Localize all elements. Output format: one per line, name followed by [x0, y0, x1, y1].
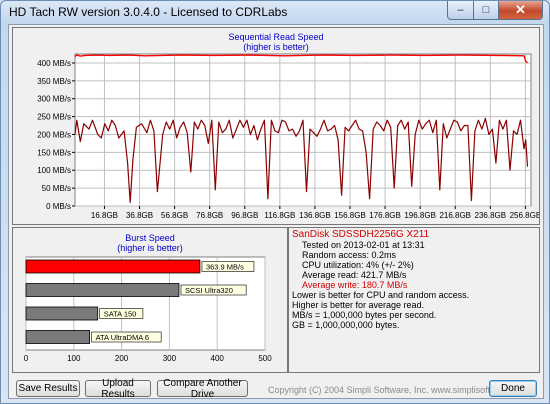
cpu-utilization: CPU utilization: 4% (+/- 2%) — [302, 260, 414, 270]
x-tick-label: 176.8GB — [369, 211, 401, 220]
x-tick-label: 216.8GB — [439, 211, 471, 220]
x-tick-label: 36.8GB — [126, 211, 153, 220]
burst-x-tick-label: 100 — [67, 354, 81, 363]
burst-x-tick-label: 200 — [115, 354, 129, 363]
result-notes: Lower is better for CPU and random acces… — [292, 290, 469, 330]
x-tick-label: 76.8GB — [196, 211, 223, 220]
y-tick-label: 250 MB/s — [37, 113, 71, 122]
burst-bar-label: 363.9 MB/s — [206, 263, 244, 272]
y-tick-label: 50 MB/s — [42, 184, 71, 193]
results-panel: SanDisk SDSSDH2256G X211 Tested on 2013-… — [288, 227, 540, 373]
y-tick-label: 0 MB/s — [46, 202, 71, 211]
y-tick-label: 350 MB/s — [37, 77, 71, 86]
x-tick-label: 56.8GB — [161, 211, 188, 220]
y-tick-label: 400 MB/s — [37, 59, 71, 68]
maximize-button[interactable]: □ — [474, 1, 499, 20]
compare-another-drive-button[interactable]: Compare Another Drive — [157, 378, 248, 400]
burst-x-tick-label: 300 — [163, 354, 177, 363]
burst-bar — [25, 259, 201, 274]
burst-speed-panel: Burst Speed (higher is better) 0 100 200 30… — [12, 227, 288, 373]
burst-chart: 0 100 200 300 400 500 363.9 MB/s SCSI Ultra320 S… — [24, 256, 272, 363]
drive-name: SanDisk SDSSDH2256G X211 — [292, 229, 430, 240]
average-read: Average read: 421.7 MB/s — [302, 270, 407, 280]
sequential-chart-title: Sequential Read Speed — [228, 32, 324, 42]
client-area: Sequential Read Speed (higher is better)… — [8, 24, 544, 400]
x-tick-label: 256.8GB — [510, 211, 539, 220]
x-tick-label: 16.8GB — [91, 211, 118, 220]
burst-x-tick-label: 0 — [24, 354, 29, 363]
burst-bar-label-box — [201, 261, 255, 272]
x-tick-label: 96.8GB — [231, 211, 258, 220]
write-speed-line — [74, 117, 529, 203]
tested-on: Tested on 2013-02-01 at 13:31 — [302, 240, 425, 250]
random-access: Random access: 0.2ms — [302, 250, 397, 260]
note-lower-better: Lower is better for CPU and random acces… — [292, 290, 470, 300]
save-results-button[interactable]: Save Results — [16, 380, 80, 397]
burst-bar-label-box — [180, 284, 247, 296]
x-tick-label: 116.8GB — [264, 211, 295, 220]
done-button[interactable]: Done — [489, 380, 537, 397]
close-button[interactable]: ✕ — [499, 1, 543, 20]
result-stats: Tested on 2013-02-01 at 13:31 Random acc… — [302, 240, 425, 290]
burst-bar-label: SCSI Ultra320 — [185, 286, 233, 295]
burst-x-tick-label: 500 — [258, 354, 272, 363]
note-higher-better: Higher is better for average read. — [292, 300, 425, 310]
note-gb-definition: GB = 1,000,000,000 bytes. — [292, 320, 400, 330]
minimize-icon: – — [457, 4, 464, 16]
title-bar[interactable]: HD Tach RW version 3.0.4.0 - Licensed to… — [1, 1, 549, 23]
note-mbps-definition: MB/s = 1,000,000 bytes per second. — [292, 310, 437, 320]
y-tick-label: 200 MB/s — [37, 130, 71, 139]
burst-x-tick-label: 400 — [211, 354, 225, 363]
burst-bar — [25, 306, 99, 321]
x-tick-label: 236.8GB — [475, 211, 507, 220]
burst-bar-label: ATA UltraDMA 6 — [96, 333, 150, 342]
burst-chart-title: Burst Speed — [125, 233, 175, 243]
copyright-text: Copyright (C) 2004 Simpli Software, Inc.… — [268, 385, 530, 395]
close-icon: ✕ — [515, 2, 526, 17]
maximize-icon: □ — [482, 4, 490, 16]
burst-bar — [25, 330, 90, 344]
caption-buttons: – □ ✕ — [447, 1, 543, 20]
read-speed-line — [74, 54, 528, 64]
sequential-chart: 0 MB/s 50 MB/s 100 MB/s 150 MB/s 200 MB/s 250… — [37, 53, 541, 220]
y-tick-label: 300 MB/s — [37, 95, 71, 104]
burst-chart-subtitle: (higher is better) — [117, 243, 183, 253]
y-tick-label: 150 MB/s — [37, 148, 71, 157]
average-write: Average write: 180.7 MB/s — [302, 280, 408, 290]
burst-bar — [25, 283, 180, 297]
burst-bar-label: SATA 150 — [104, 310, 137, 319]
burst-bar-label-box — [99, 308, 144, 319]
x-tick-label: 156.8GB — [334, 211, 366, 220]
upload-results-button[interactable]: Upload Results — [85, 378, 151, 400]
sequential-chart-subtitle: (higher is better) — [243, 42, 309, 52]
burst-bar-label-box — [91, 331, 162, 343]
x-tick-label: 196.8GB — [404, 211, 436, 220]
y-tick-label: 100 MB/s — [37, 166, 71, 175]
x-tick-label: 136.8GB — [299, 211, 331, 220]
sequential-read-panel: Sequential Read Speed (higher is better)… — [12, 27, 541, 225]
minimize-button[interactable]: – — [447, 1, 474, 20]
window-title: HD Tach RW version 3.0.4.0 - Licensed to… — [9, 5, 288, 19]
